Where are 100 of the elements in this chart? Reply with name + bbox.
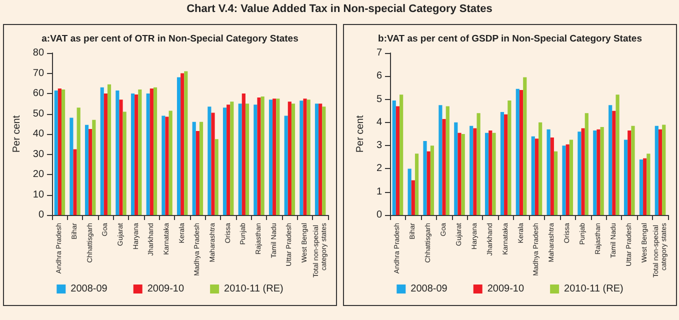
bar — [423, 140, 427, 215]
bar — [593, 130, 597, 215]
bar — [476, 113, 480, 215]
bar — [461, 134, 465, 215]
bar — [550, 137, 554, 215]
bar — [643, 158, 647, 215]
bar — [104, 94, 108, 215]
bar — [268, 100, 273, 215]
bar — [538, 122, 542, 215]
bar — [192, 122, 196, 215]
bar — [500, 112, 504, 215]
bar — [411, 180, 415, 215]
bar — [238, 104, 242, 215]
bar — [488, 130, 492, 215]
bar — [276, 98, 280, 215]
legend-label: 2010-11 (RE) — [564, 284, 624, 294]
bar — [300, 100, 304, 215]
bar — [70, 118, 74, 215]
bar — [414, 154, 419, 215]
bar — [392, 100, 396, 215]
bar — [446, 106, 450, 215]
bar — [569, 140, 574, 215]
bar — [484, 132, 489, 215]
bar — [438, 105, 442, 215]
bar — [100, 87, 104, 215]
bar — [92, 120, 96, 215]
bar — [646, 154, 650, 215]
bar — [442, 118, 446, 215]
legend-label: 2008-09 — [70, 284, 108, 294]
bar — [658, 129, 662, 215]
bar — [226, 104, 230, 215]
y-tick-label: 30 — [32, 148, 44, 160]
y-tick-label: 50 — [32, 108, 44, 120]
bar — [122, 112, 126, 215]
bar — [284, 116, 288, 215]
bar — [654, 126, 658, 215]
bar — [257, 98, 261, 215]
legend-label: 2008-09 — [410, 284, 448, 294]
y-tick-label: 10 — [32, 189, 44, 200]
bar — [180, 73, 184, 215]
bar — [612, 110, 616, 215]
bar — [76, 108, 80, 215]
bar — [199, 122, 204, 215]
bar — [58, 88, 62, 215]
bar — [291, 104, 296, 215]
y-tick-label: 1 — [376, 186, 382, 198]
bar — [578, 132, 582, 215]
bar — [662, 124, 666, 215]
bar — [519, 90, 524, 215]
bar — [616, 94, 620, 215]
bar — [546, 129, 550, 215]
y-tick-label: 5 — [376, 94, 382, 105]
bar — [176, 77, 181, 215]
bar — [230, 102, 234, 215]
bar — [473, 128, 477, 215]
bar — [245, 104, 250, 215]
bar — [260, 96, 264, 215]
bar — [61, 89, 66, 215]
y-tick-label: 70 — [32, 68, 44, 79]
y-tick-label: 20 — [32, 169, 44, 180]
bar — [196, 130, 200, 215]
y-tick-label: 0 — [38, 210, 44, 220]
bar — [628, 130, 632, 215]
bar — [608, 105, 612, 215]
bar — [426, 151, 430, 215]
y-tick-label: 4 — [376, 116, 382, 128]
bar — [73, 149, 77, 215]
bar — [146, 94, 150, 215]
text: Chart V.4: Value Added Tax in Non-special Category States — [186, 3, 494, 15]
bar — [492, 132, 496, 215]
legend-label: 2009-10 — [487, 284, 524, 294]
bar — [624, 140, 628, 215]
bar — [184, 71, 188, 215]
bar — [303, 98, 307, 215]
bar — [214, 139, 218, 215]
y-axis-title: Per cent — [355, 115, 366, 153]
y-tick-label: 60 — [32, 88, 44, 99]
bar — [631, 126, 635, 215]
y-tick-label: 2 — [376, 163, 382, 174]
bar — [322, 106, 326, 215]
bar — [242, 94, 246, 215]
bar — [600, 127, 604, 215]
bar — [84, 124, 89, 215]
bar — [306, 100, 310, 215]
bar — [584, 113, 588, 215]
bar — [639, 159, 644, 215]
y-tick-label: 6 — [376, 70, 382, 82]
bar — [138, 89, 142, 215]
bar — [400, 94, 404, 215]
chart-title: b:VAT as per cent of GSDP in Non-Special Category States — [378, 34, 642, 44]
bar — [314, 104, 319, 215]
bar — [211, 112, 215, 215]
bar — [54, 90, 58, 215]
y-tick-label: 0 — [376, 210, 382, 220]
bar — [581, 128, 585, 215]
bar — [119, 100, 123, 215]
bar — [288, 102, 292, 215]
bar — [396, 106, 400, 215]
bar — [318, 104, 322, 215]
bar — [130, 94, 135, 215]
